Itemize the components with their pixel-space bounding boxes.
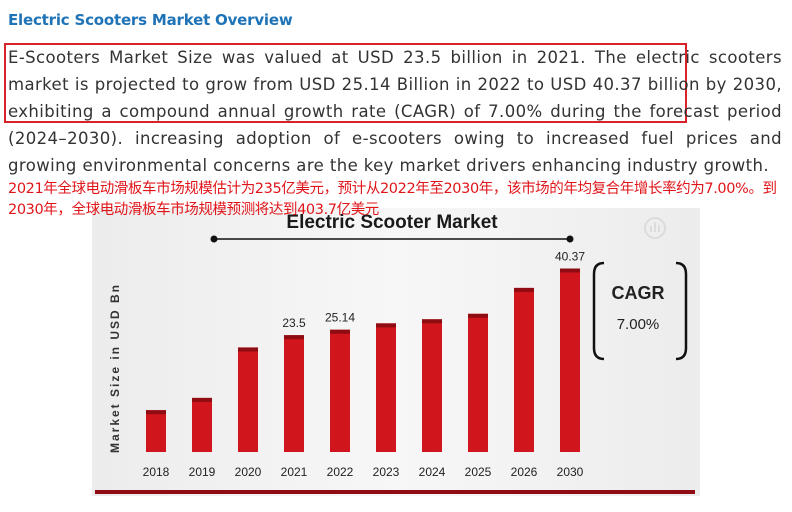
- x-tick-2018: 2018: [143, 465, 170, 479]
- x-tick-2021: 2021: [281, 465, 308, 479]
- chart-bottom-rule: [95, 490, 695, 494]
- y-axis-label: Market Size in USD Bn: [108, 283, 122, 453]
- bar-2023: [376, 323, 396, 452]
- x-tick-2023: 2023: [373, 465, 400, 479]
- bar-2022: [330, 329, 350, 452]
- page-heading: Electric Scooters Market Overview: [8, 11, 293, 29]
- bar-2030: [560, 268, 580, 452]
- x-tick-2022: 2022: [327, 465, 354, 479]
- bar-series: [146, 268, 580, 452]
- x-tick-2019: 2019: [189, 465, 216, 479]
- bar-cap-2022: [330, 329, 350, 334]
- highlight-box: [4, 43, 687, 123]
- cagr-value: 7.00%: [617, 316, 660, 333]
- bar-cap-2019: [192, 397, 212, 402]
- x-tick-2026: 2026: [511, 465, 538, 479]
- value-label-2022: 25.14: [325, 311, 355, 325]
- bar-cap-2025: [468, 313, 488, 318]
- bar-chart: Electric Scooter Market Market Size in U…: [92, 208, 700, 496]
- value-label-2021: 23.5: [282, 316, 306, 330]
- bar-2026: [514, 287, 534, 452]
- chart-container: Electric Scooter Market Market Size in U…: [92, 208, 700, 496]
- cagr-bracket-right: [675, 261, 688, 361]
- paragraph-text: E-Scooters Market Size was valued at USD…: [8, 48, 782, 175]
- chinese-summary-note: 2021年全球电动滑板车市场规模估计为235亿美元，预计从2022年至2030年…: [8, 181, 777, 218]
- bar-cap-2020: [238, 347, 258, 352]
- bar-cap-2021: [284, 335, 304, 340]
- bar-cap-2023: [376, 323, 396, 328]
- x-tick-2025: 2025: [465, 465, 492, 479]
- bar-2024: [422, 319, 442, 452]
- value-label-2030: 40.37: [555, 250, 585, 264]
- bar-cap-2024: [422, 319, 442, 324]
- bar-2019: [192, 397, 212, 452]
- cagr-label: CAGR: [612, 283, 665, 303]
- bar-cap-2018: [146, 410, 166, 415]
- watermark-logo: [644, 217, 666, 239]
- x-tick-2024: 2024: [419, 465, 446, 479]
- value-labels: 23.5 25.14 40.37: [282, 250, 585, 331]
- title-rule-left-dot: [210, 235, 218, 243]
- x-tick-2020: 2020: [235, 465, 262, 479]
- bar-2021: [284, 335, 304, 452]
- bar-cap-2030: [560, 268, 580, 273]
- title-rule-right-dot: [566, 235, 574, 243]
- bar-2025: [468, 313, 488, 452]
- bar-2020: [238, 347, 258, 452]
- bar-cap-2026: [514, 287, 534, 292]
- x-tick-2030: 2030: [557, 465, 584, 479]
- x-tick-labels: 2018 2019 2020 2021 2022 2023 2024 2025 2026 2030: [143, 465, 584, 479]
- chart-title: Electric Scooter Market: [286, 212, 498, 233]
- bar-2018: [146, 410, 166, 452]
- market-overview-paragraph: E-Scooters Market Size was valued at USD…: [8, 44, 782, 179]
- cagr-bracket-left: [592, 261, 605, 361]
